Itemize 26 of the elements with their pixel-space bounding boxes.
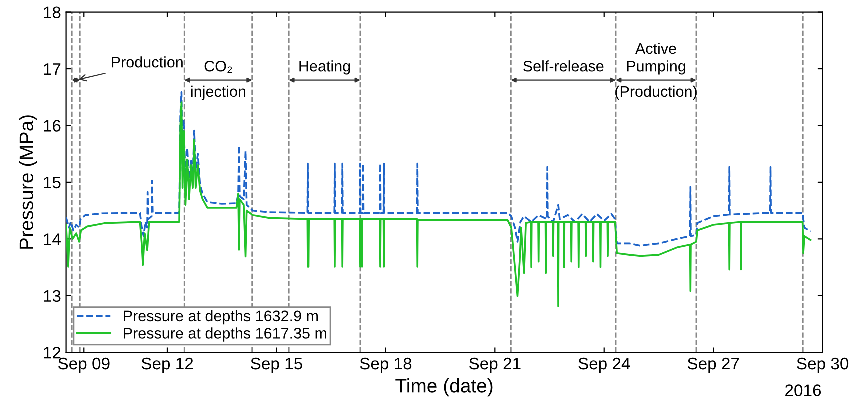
x-tick-label: Sep 24 — [578, 358, 630, 373]
legend-label: Pressure at depths 1632.9 m — [124, 310, 318, 325]
x-axis-title: Time (date) — [396, 378, 493, 397]
y-tick-label: 17 — [44, 64, 61, 76]
y-axis-title: Pressure (MPa) — [19, 116, 38, 249]
annotation: Production — [112, 56, 183, 68]
y-tick-label: 12 — [44, 347, 61, 359]
annotation: Self-release — [524, 60, 604, 72]
x-tick-label: Sep 18 — [360, 358, 412, 373]
x-tick-label: Sep 12 — [142, 358, 194, 373]
annotation: Heating — [300, 60, 350, 75]
line-series — [66, 102, 812, 308]
x-tick-label: Sep 21 — [470, 358, 521, 373]
legend-label: Pressure at depths 1617.35 m — [124, 328, 326, 342]
y-tick-label: 16 — [44, 120, 61, 132]
x-tick-label: Sep 15 — [251, 358, 302, 373]
annotation: Active Pumping (Production) — [616, 43, 697, 100]
x-tick-label: Sep 27 — [688, 358, 740, 373]
y-tick-label: 18 — [44, 6, 61, 19]
y-tick-label: 14 — [44, 234, 61, 246]
annotation: CO₂ injection — [191, 60, 246, 100]
y-tick-label: 13 — [44, 290, 61, 302]
x-tick-label: Sep 30 — [797, 358, 849, 373]
x-tick-label: Sep 09 — [58, 358, 110, 373]
y-tick-label: 15 — [44, 177, 61, 189]
text: 2016 — [786, 384, 822, 396]
